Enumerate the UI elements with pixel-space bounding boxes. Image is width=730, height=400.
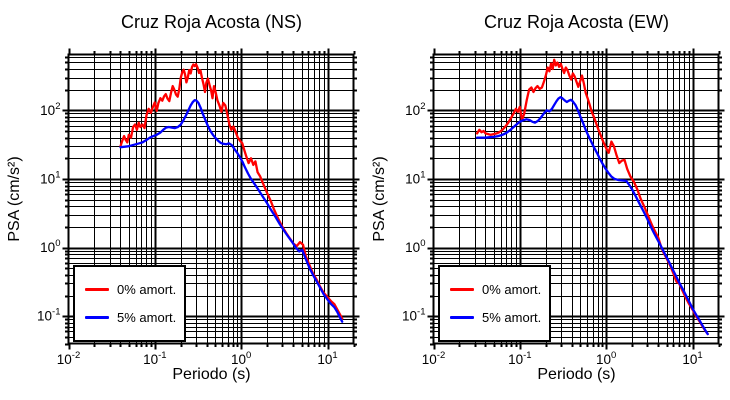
grid (433, 54, 719, 344)
svg-text:101: 101 (405, 169, 425, 186)
legend: 0% amort. 5% amort. (73, 265, 186, 342)
x-axis-label: Periodo (s) (172, 366, 251, 383)
tick-labels: 10-2 10-1 100 101 10-1 100 101 102 (37, 101, 338, 367)
legend-entry: 0% amort. (85, 282, 184, 297)
svg-text:100: 100 (231, 350, 251, 367)
legend-label-5pct: 5% amort. (117, 310, 177, 325)
chart-panel-ew: 10-2 10-1 100 101 10-1 100 101 102 Cruz Roja Ac… (365, 0, 730, 400)
svg-text:100: 100 (596, 350, 616, 367)
chart-title-ew: Cruz Roja Acosta (EW) (483, 12, 670, 32)
svg-text:10-1: 10-1 (37, 307, 60, 324)
x-axis-label: Periodo (s) (537, 366, 616, 383)
svg-text:100: 100 (40, 238, 60, 255)
grid (68, 54, 354, 344)
legend-entry: 0% amort. (450, 282, 549, 297)
legend-label-0pct: 0% amort. (482, 282, 542, 297)
legend-line-sample-5pct (450, 316, 474, 319)
legend: 0% amort. 5% amort. (438, 265, 551, 342)
svg-text:101: 101 (317, 350, 337, 367)
svg-text:10-1: 10-1 (508, 350, 531, 367)
y-axis-label: PSA (cm/s²) (371, 156, 388, 242)
chart-panel-ns: 10-2 10-1 100 101 10-1 100 101 102 Cruz Roja Ac… (6, 12, 360, 383)
svg-text:100: 100 (405, 238, 425, 255)
svg-text:102: 102 (405, 101, 425, 118)
svg-text:10-1: 10-1 (143, 350, 166, 367)
svg-text:10-2: 10-2 (57, 350, 80, 367)
legend-entry: 5% amort. (85, 310, 184, 325)
svg-text:101: 101 (682, 350, 702, 367)
plot-frame (67, 53, 355, 345)
legend-entry: 5% amort. (450, 310, 549, 325)
svg-text:10-1: 10-1 (402, 307, 425, 324)
legend-label-5pct: 5% amort. (482, 310, 542, 325)
legend-label-0pct: 0% amort. (117, 282, 177, 297)
series-line-5pct (475, 96, 709, 336)
series-lines (475, 58, 709, 336)
svg-text:10-2: 10-2 (422, 350, 445, 367)
svg-text:102: 102 (40, 101, 60, 118)
chart-canvas: 10-2 10-1 100 101 10-1 100 101 102 (402, 48, 725, 367)
plot-frame (432, 53, 720, 345)
axis-ticks (427, 48, 725, 350)
y-axis-label: PSA (cm/s²) (6, 156, 23, 242)
series-lines (119, 63, 344, 323)
legend-line-sample-5pct (85, 316, 109, 319)
chart-title-ns: Cruz Roja Acosta (NS) (120, 12, 303, 32)
series-line-5pct (119, 98, 344, 323)
legend-line-sample-0pct (450, 288, 474, 291)
legend-line-sample-0pct (85, 288, 109, 291)
chart-canvas: 10-2 10-1 100 101 10-1 100 101 102 (37, 48, 360, 367)
svg-text:101: 101 (40, 169, 60, 186)
